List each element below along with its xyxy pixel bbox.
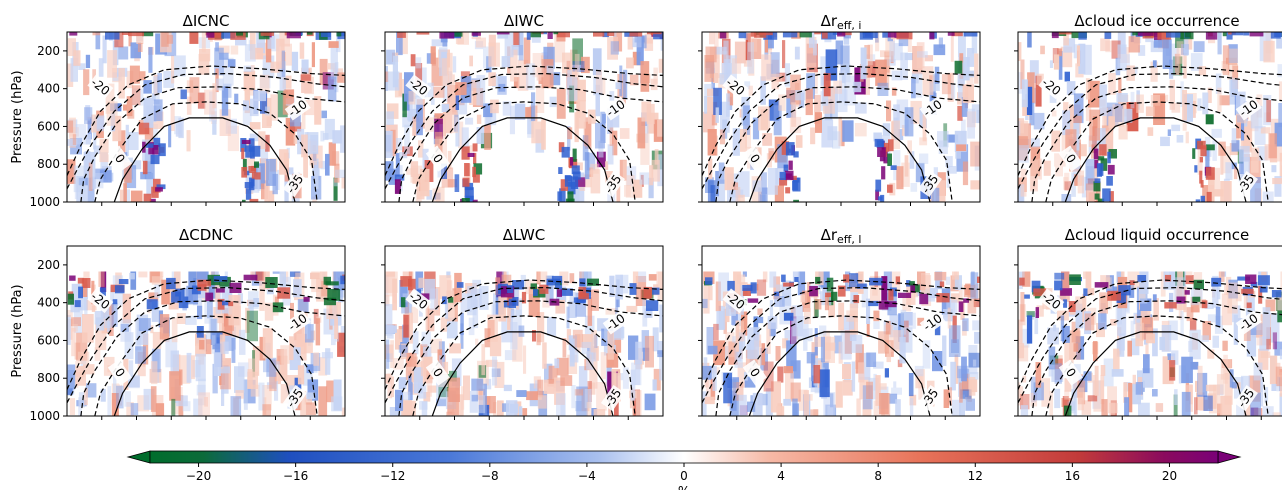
panel-title: ΔICNC: [183, 12, 230, 30]
y-tick-label: 800: [37, 371, 60, 385]
panel-4: -20-100-35 Δcloud ice occurrence: [1014, 12, 1282, 206]
isotherm-contour: [1031, 86, 1282, 202]
isotherm-contour: [748, 117, 931, 202]
panel-title: Δcloud liquid occurrence: [1065, 226, 1250, 244]
isotherm-contour: [67, 286, 345, 404]
colorbar-tick-label: −4: [578, 469, 596, 483]
y-tick-label: 600: [37, 333, 60, 347]
panel-title: ΔLWC: [503, 226, 546, 244]
panel-title: ΔCDNC: [179, 226, 233, 244]
y-tick-label: 400: [37, 82, 60, 96]
isotherm-contour: [412, 315, 636, 416]
isotherm-contour: [80, 300, 345, 416]
y-axis-label: Pressure (hPa): [10, 70, 25, 163]
isotherm-contour: [113, 331, 296, 416]
y-tick-label: 200: [37, 44, 60, 58]
isotherm-contour: [398, 300, 663, 416]
isotherm-contour: [113, 117, 296, 202]
colorbar-tick-label: −20: [186, 469, 211, 483]
colorbar-extend-low: [126, 450, 151, 464]
isotherm-contour: [67, 65, 345, 176]
y-tick-label: 1000: [29, 195, 60, 209]
y-tick-label: 800: [37, 157, 60, 171]
colorbar-label: %: [678, 485, 690, 490]
colorbar-tick-label: −16: [283, 469, 308, 483]
isotherm-contour: [702, 65, 980, 176]
anomaly-field: -20-100-35: [1018, 32, 1282, 202]
panel-title: Δreff, i: [821, 12, 862, 32]
anomaly-field: -20-100-35: [702, 32, 980, 202]
isotherm-contour: [702, 286, 980, 404]
panel-2: -20-100-35 ΔIWC: [381, 12, 664, 206]
isotherm-contour: [1018, 72, 1282, 190]
isotherm-contour: [1064, 117, 1247, 202]
isotherm-contour: [1031, 300, 1282, 416]
isotherm-contour: [94, 315, 318, 416]
isotherm-contour: [1018, 65, 1282, 176]
colorbar-extend-high: [1217, 450, 1242, 464]
colorbar-tick-label: 8: [874, 469, 882, 483]
isotherm-contour: [1018, 279, 1282, 390]
isotherm-contour: [1045, 315, 1269, 416]
anomaly-field: -20-100-35: [702, 246, 980, 416]
isotherm-contour: [1045, 101, 1269, 202]
isotherm-contour: [748, 331, 931, 416]
panel-title: Δcloud ice occurrence: [1074, 12, 1239, 30]
anomaly-field: -20-100-35: [385, 32, 663, 202]
y-tick-label: 600: [37, 119, 60, 133]
isotherm-contour: [1018, 286, 1282, 404]
colorbar-tick-label: 12: [968, 469, 983, 483]
y-tick-label: 400: [37, 296, 60, 310]
colorbar-tick-label: 20: [1162, 469, 1177, 483]
isotherm-contour: [729, 315, 953, 416]
y-tick-label: 1000: [29, 409, 60, 423]
panel-8: -20-100-35 Δcloud liquid occurrence: [1014, 226, 1282, 420]
colorbar-tick-label: 16: [1065, 469, 1080, 483]
colorbar-tick-label: 4: [777, 469, 785, 483]
panel-5: -20-100-35 ΔCDNC 200 400 600 800 1000 Pressure …: [10, 226, 346, 423]
panel-title: ΔIWC: [504, 12, 544, 30]
isotherm-contour: [67, 72, 345, 190]
isotherm-contour: [94, 101, 318, 202]
isotherm-contour: [385, 65, 663, 176]
colorbar-tick-label: −8: [481, 469, 499, 483]
isotherm-contour: [715, 300, 980, 416]
isotherm-contour: [385, 279, 663, 390]
colorbar: −20 −16 −12 −8 −4 0 4 8 12 16 20%: [126, 450, 1242, 490]
anomaly-field: -20-100-35: [67, 32, 345, 202]
isotherm-contour: [80, 86, 345, 202]
isotherm-contour: [385, 286, 663, 404]
colorbar-gradient: [149, 450, 1219, 464]
panel-1: -20-100-35 ΔICNC 200 400 600 800 1000 Pressure …: [10, 12, 346, 209]
anomaly-field: -20-100-35: [385, 246, 663, 416]
isotherm-contour: [385, 72, 663, 190]
isotherm-contour: [702, 72, 980, 190]
isotherm-contour: [715, 86, 980, 202]
isotherm-contour: [67, 279, 345, 390]
colorbar-tick-label: 0: [680, 469, 688, 483]
isotherm-contour: [431, 331, 614, 416]
anomaly-field: -20-100-35: [1018, 246, 1282, 416]
isotherm-contour: [431, 117, 614, 202]
isotherm-contour: [398, 86, 663, 202]
y-axis-label: Pressure (hPa): [10, 284, 25, 377]
isotherm-contour: [412, 101, 636, 202]
colorbar-tick-label: −12: [380, 469, 405, 483]
panel-6: -20-100-35 ΔLWC: [381, 226, 664, 420]
isotherm-contour: [729, 101, 953, 202]
isotherm-contour: [702, 279, 980, 390]
y-tick-label: 200: [37, 258, 60, 272]
isotherm-contour: [1064, 331, 1247, 416]
anomaly-field: -20-100-35: [67, 246, 345, 416]
panel-title: Δreff, l: [821, 226, 862, 246]
